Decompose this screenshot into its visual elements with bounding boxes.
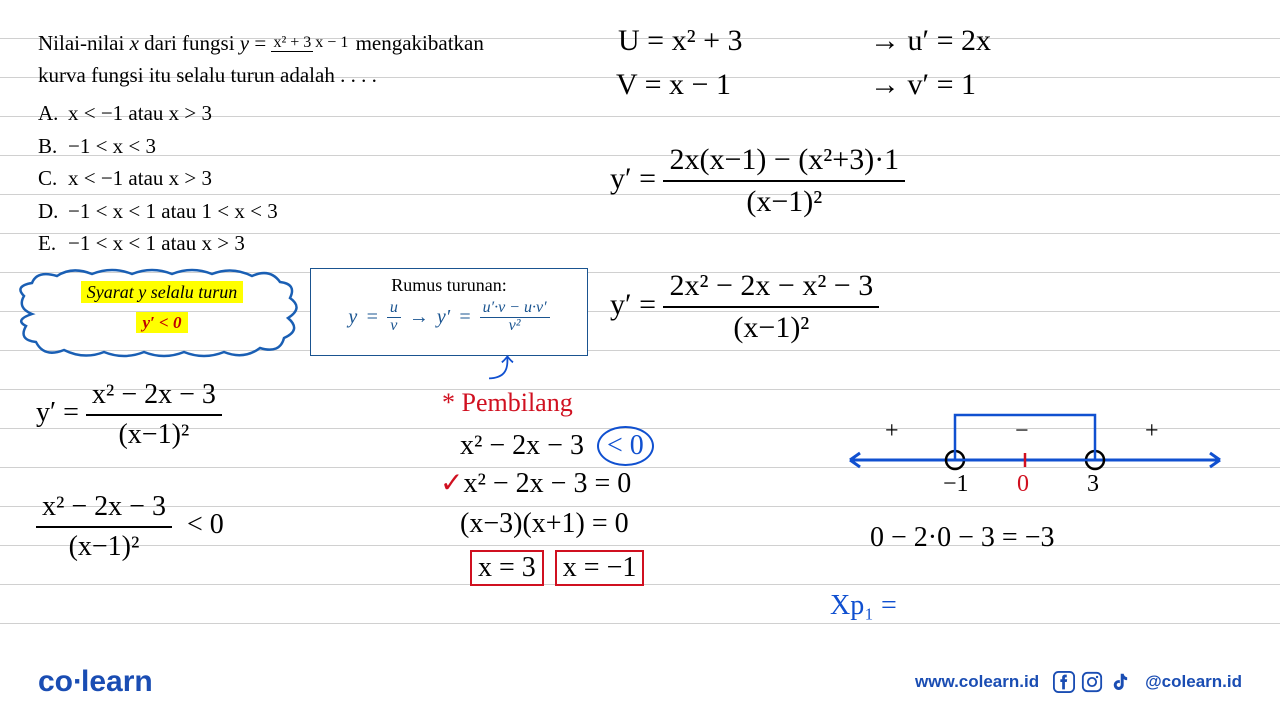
pointer-arrow-icon: ⤴: [488, 348, 514, 385]
facebook-icon: [1053, 671, 1075, 693]
ineq-rhs: < 0: [187, 509, 224, 540]
sign-chart: + − + −1 0 3: [845, 405, 1225, 515]
yprime1-num: 2x(x−1) − (x²+3)·1: [663, 142, 905, 182]
q-eq: =: [249, 31, 271, 55]
brand-dot-icon: ·: [73, 665, 81, 698]
footer-right: www.colearn.id @colearn.id: [915, 671, 1242, 693]
q-var-y: y: [240, 31, 249, 55]
hand-inequality: x² − 2x − 3 (x−1)² < 0: [36, 490, 224, 563]
roots: x = 3 x = −1: [470, 550, 644, 586]
root-2-box: x = −1: [555, 550, 645, 586]
cloud-callout: Syarat y selalu turun y′ < 0: [12, 268, 302, 360]
yprime2-frac: 2x² − 2x − x² − 3 (x−1)²: [663, 268, 879, 346]
option-B: B.−1 < x < 3: [38, 130, 578, 163]
factored: (x−3)(x+1) = 0: [460, 508, 629, 540]
sign-right: +: [1145, 418, 1159, 445]
arrow-icon: →: [409, 306, 429, 329]
circled-lt0: < 0: [597, 426, 654, 466]
yprime2-lhs: y′ =: [610, 288, 656, 321]
hand-yprime2: y′ = 2x² − 2x − x² − 3 (x−1)²: [610, 268, 879, 346]
footer-url: www.colearn.id: [915, 672, 1039, 692]
cloud-condition: y′ < 0: [62, 313, 262, 333]
xp-unfinished: Xp₁ =: [830, 590, 897, 622]
footer: co·learn www.colearn.id @colearn.id: [0, 662, 1280, 702]
q-fraction: x² + 3x − 1: [271, 34, 350, 52]
test-point: 0 − 2·0 − 3 = −3: [870, 522, 1055, 554]
q-frac-num: x² + 3: [271, 34, 313, 52]
formula-y: y: [348, 306, 357, 329]
q-text-1: Nilai-nilai: [38, 31, 130, 55]
yprime1-lhs: y′ =: [610, 162, 656, 195]
formula-yprime: y′: [437, 306, 450, 329]
sign-left: +: [885, 418, 899, 445]
cloud-title: Syarat y selalu turun: [81, 281, 244, 303]
question-block: Nilai-nilai x dari fungsi y = x² + 3x − …: [38, 28, 578, 260]
hand-u-prime: → u′ = 2x: [870, 24, 991, 58]
q-var-x: x: [130, 31, 139, 55]
ineq-den: (x−1)²: [63, 528, 146, 564]
ineq-num: x² − 2x − 3: [36, 490, 172, 528]
footer-handle: @colearn.id: [1145, 672, 1242, 692]
q-frac-den: x − 1: [313, 34, 350, 51]
question-line2: kurva fungsi itu selalu turun adalah . .…: [38, 60, 578, 92]
option-E: E.−1 < x < 1 atau x > 3: [38, 227, 578, 260]
hand-v-prime: → v′ = 1: [870, 68, 976, 102]
root-1-box: x = 3: [470, 550, 544, 586]
yprime3-lhs: y′ =: [36, 397, 79, 428]
numerator-ineq: x² − 2x − 3 < 0: [460, 426, 654, 466]
yprime3-den: (x−1)²: [112, 416, 195, 452]
option-A: A.x < −1 atau x > 3: [38, 97, 578, 130]
formula-box: Rumus turunan: y = u v → y′ = u′·v − u·v…: [310, 268, 588, 356]
numerator-eq: x² − 2x − 3 = 0: [463, 468, 631, 499]
hand-yprime1: y′ = 2x(x−1) − (x²+3)·1 (x−1)²: [610, 142, 905, 220]
yprime3-num: x² − 2x − 3: [86, 378, 222, 416]
tiktok-icon: [1109, 671, 1131, 693]
formula-title: Rumus turunan:: [311, 275, 587, 296]
yprime2-den: (x−1)²: [727, 308, 815, 346]
yprime3-frac: x² − 2x − 3 (x−1)²: [86, 378, 222, 451]
tick-mid: 0: [1017, 471, 1029, 498]
answer-options: A.x < −1 atau x > 3 B.−1 < x < 3 C.x < −…: [38, 97, 578, 260]
option-C: C.x < −1 atau x > 3: [38, 162, 578, 195]
tick-left: −1: [943, 471, 969, 498]
yprime1-frac: 2x(x−1) − (x²+3)·1 (x−1)²: [663, 142, 905, 220]
question-line1: Nilai-nilai x dari fungsi y = x² + 3x − …: [38, 28, 578, 60]
q-text-2: dari fungsi: [139, 31, 240, 55]
brand-learn: learn: [81, 665, 153, 698]
social-icons: [1053, 671, 1131, 693]
numerator-eq-line: ✓x² − 2x − 3 = 0: [440, 466, 631, 500]
quotient-rule: y = u v → y′ = u′·v − u·v′ v²: [311, 300, 587, 335]
hand-u-def: U = x² + 3: [618, 24, 743, 58]
instagram-icon: [1081, 671, 1103, 693]
formula-result: u′·v − u·v′ v²: [480, 300, 550, 335]
yprime1-den: (x−1)²: [740, 182, 828, 220]
formula-uv: u v: [387, 300, 401, 335]
hand-v-def: V = x − 1: [616, 68, 731, 102]
hand-yprime3: y′ = x² − 2x − 3 (x−1)²: [36, 378, 222, 451]
option-D: D.−1 < x < 1 atau 1 < x < 3: [38, 195, 578, 228]
sign-mid: −: [1015, 418, 1029, 445]
ineq-frac: x² − 2x − 3 (x−1)²: [36, 490, 172, 563]
sign-chart-svg: [845, 405, 1225, 515]
brand-logo: co·learn: [38, 665, 153, 699]
brand-co: co: [38, 665, 73, 698]
yprime2-num: 2x² − 2x − x² − 3: [663, 268, 879, 308]
checkmark-icon: ✓: [440, 468, 463, 499]
pembilang-label: * Pembilang: [442, 388, 573, 418]
cloud-text: Syarat y selalu turun y′ < 0: [62, 282, 262, 333]
q-text-3: mengakibatkan: [350, 31, 484, 55]
tick-right: 3: [1087, 471, 1099, 498]
